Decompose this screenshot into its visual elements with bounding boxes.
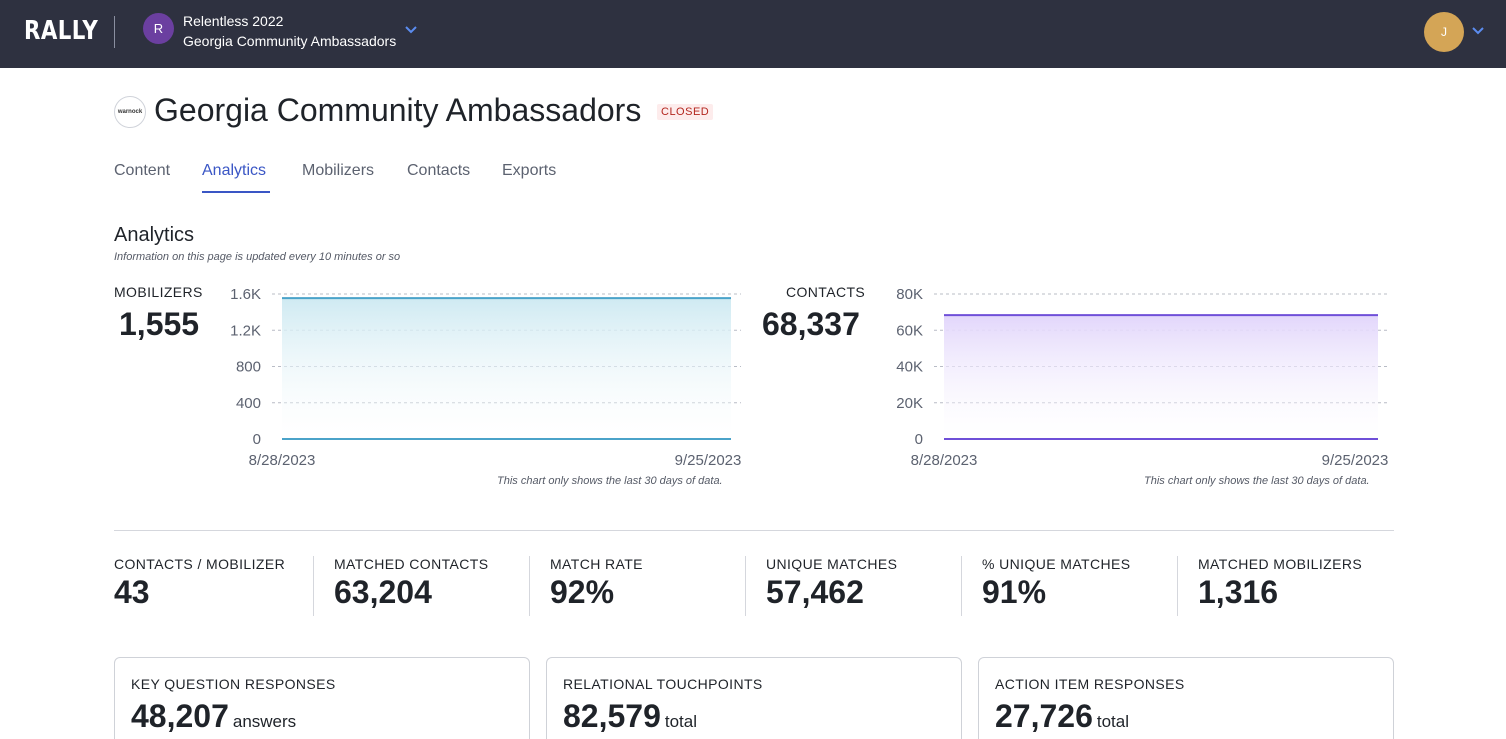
user-avatar[interactable]: J [1424,12,1464,52]
y-tick-label: 1.2K [230,322,261,339]
section-divider [114,530,1394,531]
card-number: 48,207 [131,698,229,734]
y-tick-label: 80K [896,286,923,303]
metric-label: MATCH RATE [550,556,643,572]
metric-label: CONTACTS / MOBILIZER [114,556,286,572]
metric-label: MATCHED CONTACTS [334,556,489,572]
card-number: 82,579 [563,698,661,734]
metric-contacts-per-mobilizer: CONTACTS / MOBILIZER 43 [114,556,285,611]
analytics-heading: Analytics [114,224,195,246]
x-tick-label: 9/25/2023 [675,452,742,469]
analytics-update-note: Information on this page is updated ever… [114,251,401,263]
y-tick-label: 60K [896,322,923,339]
user-menu-chevron-icon[interactable] [1470,25,1486,37]
tab-contacts[interactable]: Contacts [407,162,471,179]
card-action-item-responses[interactable]: ACTION ITEM RESPONSES 27,726 total [978,657,1394,739]
chevron-down-icon[interactable] [403,24,419,36]
rally-logo[interactable]: RALLY [24,16,99,46]
metric-matched-mobilizers: MATCHED MOBILIZERS 1,316 [1198,556,1362,611]
metric-divider [961,556,962,616]
metric-divider [1177,556,1178,616]
mobilizers-chart-note: This chart only shows the last 30 days o… [497,475,723,487]
metric-percent-unique-matches: % UNIQUE MATCHES 91% [982,556,1131,611]
tab-analytics[interactable]: Analytics [202,162,267,179]
x-tick-label: 8/28/2023 [249,452,316,469]
metric-divider [745,556,746,616]
metric-matched-contacts: MATCHED CONTACTS 63,204 [334,556,488,611]
card-key-question-responses[interactable]: KEY QUESTION RESPONSES 48,207 answers [114,657,530,739]
series-area [944,315,1378,439]
x-tick-label: 9/25/2023 [1322,452,1389,469]
card-label: ACTION ITEM RESPONSES [995,676,1185,692]
top-navigation-bar: RALLY R Relentless 2022 Georgia Communit… [0,0,1506,68]
tab-content[interactable]: Content [114,162,171,179]
y-tick-label: 400 [236,395,261,412]
y-tick-label: 0 [253,431,261,448]
card-label: KEY QUESTION RESPONSES [131,676,336,692]
card-label: RELATIONAL TOUCHPOINTS [563,676,763,692]
y-tick-label: 20K [896,395,923,412]
y-tick-label: 1.6K [230,286,261,303]
metric-value: 91% [982,574,1047,610]
status-badge: CLOSED [657,104,714,120]
mobilizers-count: 1,555 [119,306,200,342]
contacts-count: 68,337 [762,306,860,342]
card-relational-touchpoints[interactable]: RELATIONAL TOUCHPOINTS 82,579 total [546,657,962,739]
tab-mobilizers[interactable]: Mobilizers [302,162,375,179]
card-number: 27,726 [995,698,1093,734]
card-unit: total [664,712,698,731]
card-unit: answers [232,712,297,731]
metric-divider [529,556,530,616]
y-tick-label: 40K [896,359,923,376]
x-tick-label: 8/28/2023 [911,452,978,469]
metric-label: MATCHED MOBILIZERS [1198,556,1363,572]
campaign-switcher-name[interactable]: Georgia Community Ambassadors [183,33,397,49]
topbar-divider [114,16,115,48]
card-value: 27,726 total [995,698,1129,735]
metric-value: 43 [114,574,150,610]
series-area [282,298,731,439]
active-tab-indicator [202,191,270,193]
metric-value: 63,204 [334,574,432,610]
metric-value: 1,316 [1198,574,1279,610]
page-title: Georgia Community Ambassadors [154,92,642,128]
contacts-chart-note: This chart only shows the last 30 days o… [1144,475,1370,487]
metric-unique-matches: UNIQUE MATCHES 57,462 [766,556,897,611]
org-avatar[interactable]: R [143,13,174,44]
card-value: 48,207 answers [131,698,296,735]
metric-label: UNIQUE MATCHES [766,556,898,572]
mobilizers-label: MOBILIZERS [114,284,203,300]
metric-value: 92% [550,574,615,610]
tab-exports[interactable]: Exports [502,162,557,179]
contacts-label: CONTACTS [786,284,866,300]
y-tick-label: 800 [236,359,261,376]
metric-label: % UNIQUE MATCHES [982,556,1131,572]
campaign-logo-text: warnock [117,109,143,115]
org-name[interactable]: Relentless 2022 [183,13,284,29]
card-unit: total [1096,712,1130,731]
y-tick-label: 0 [915,431,923,448]
metric-match-rate: MATCH RATE 92% [550,556,643,611]
metric-value: 57,462 [766,574,864,610]
metric-divider [313,556,314,616]
card-value: 82,579 total [563,698,697,735]
campaign-logo: warnock [114,96,146,128]
